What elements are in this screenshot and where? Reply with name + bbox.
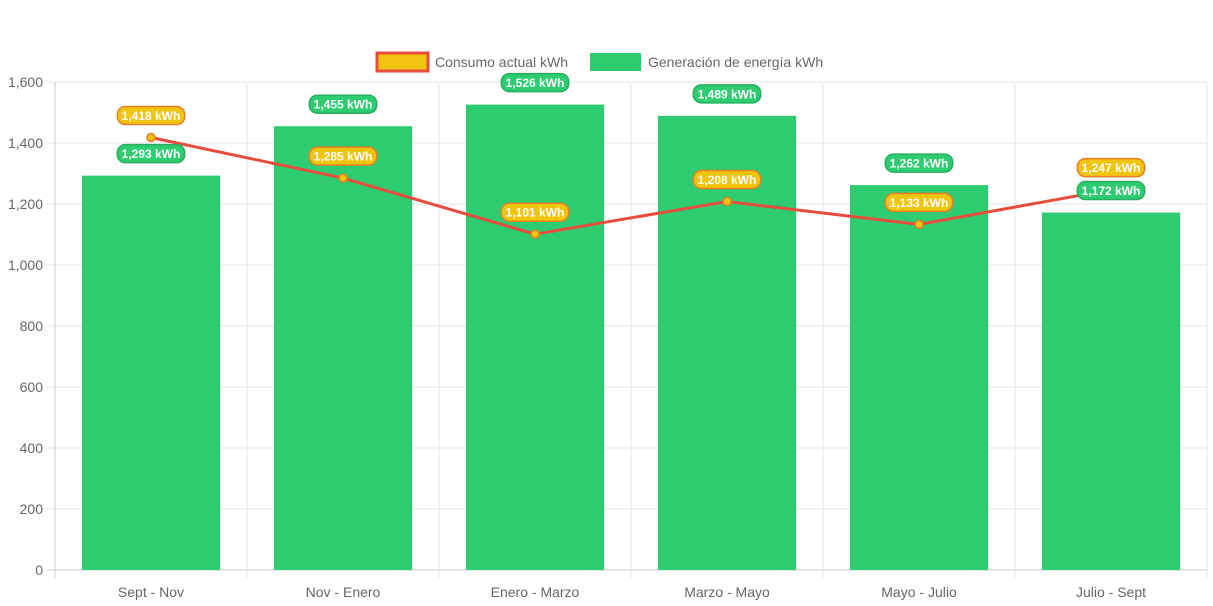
bar [273, 126, 413, 570]
y-tick-label: 600 [20, 379, 44, 395]
bar-data-label: 1,262 kWh [884, 153, 954, 173]
legend-label-generacion: Generación de energía kWh [648, 54, 823, 70]
x-tick-label: Marzo - Mayo [684, 584, 770, 600]
y-tick-label: 200 [20, 501, 44, 517]
y-tick-label: 800 [20, 318, 44, 334]
line-data-label: 1,133 kWh [884, 192, 954, 213]
bar-data-label: 1,489 kWh [692, 84, 762, 104]
bar [465, 104, 605, 570]
line-point [530, 229, 540, 239]
line-data-label: 1,285 kWh [308, 146, 378, 166]
legend-swatch-generacion [590, 53, 641, 71]
bar [657, 115, 797, 570]
series-line [150, 136, 1112, 236]
x-tick-label: Mayo - Julio [881, 584, 957, 600]
line-point [722, 196, 732, 207]
bar-data-label-text: 1,262 kWh [890, 157, 949, 171]
legend-label-consumo: Consumo actual kWh [435, 54, 568, 70]
line-data-label-bg [1076, 157, 1146, 178]
line-data-label-text: 1,208 kWh [698, 173, 757, 187]
y-tick-label: 1,000 [8, 257, 43, 273]
line-data-label-text: 1,418 kWh [122, 109, 181, 123]
line-data-label-text: 1,285 kWh [314, 150, 373, 164]
line-data-label: 1,101 kWh [500, 202, 570, 222]
bar [81, 175, 221, 570]
x-tick-label: Sept - Nov [118, 584, 184, 600]
y-axis-ticks: 0 200 400 600 800 1,000 1,200 1,400 1,600 [8, 74, 43, 578]
line-data-label-bg [500, 202, 570, 222]
bar-data-label-bg [1076, 180, 1146, 201]
bar-data-label-bg [884, 153, 954, 173]
line-data-label-text: 1,133 kWh [890, 196, 949, 210]
line-data-label: 1,418 kWh [116, 105, 186, 126]
line-point [914, 219, 924, 230]
y-tick-label: 1,400 [8, 135, 43, 151]
legend: Consumo actual kWh Generación de energía… [375, 51, 823, 73]
data-labels: 1,293 kWh 1,455 kWh 1,526 kWh 1,489 kWh 1,26… [116, 72, 1146, 222]
bar-data-label-text: 1,489 kWh [698, 87, 757, 101]
grid [47, 81, 1208, 578]
bars [81, 104, 1181, 571]
line-data-label-bg [116, 105, 186, 126]
bar-data-label-bg [116, 143, 186, 164]
bar-data-label: 1,455 kWh [308, 94, 378, 114]
x-tick-label: Nov - Enero [306, 584, 381, 600]
line-data-label-bg [692, 169, 762, 190]
bar [849, 185, 989, 570]
bar-data-label-text: 1,293 kWh [122, 147, 181, 161]
y-tick-label: 1,600 [8, 74, 43, 90]
y-tick-label: 1,200 [8, 196, 43, 212]
line-data-label-text: 1,101 kWh [506, 206, 565, 220]
line-data-label: 1,208 kWh [692, 169, 762, 190]
bar-data-label: 1,526 kWh [500, 72, 570, 93]
bar-data-label-text: 1,455 kWh [314, 98, 373, 112]
line-point [338, 173, 348, 183]
bar-data-label-text: 1,172 kWh [1082, 184, 1141, 198]
x-tick-label: Julio - Sept [1076, 584, 1146, 600]
bar-data-label-text: 1,526 kWh [506, 76, 565, 90]
bar-data-label: 1,293 kWh [116, 143, 186, 164]
line-data-label: 1,247 kWh [1076, 157, 1146, 178]
bar-data-label-bg [308, 94, 378, 114]
bar-data-label-bg [692, 84, 762, 104]
bar [1041, 212, 1181, 571]
x-axis-ticks: Sept - Nov Nov - Enero Enero - Marzo Marzo … [118, 584, 1146, 600]
line-data-label-text: 1,247 kWh [1082, 161, 1141, 175]
bar-data-label-bg [500, 72, 570, 93]
legend-swatch-consumo [375, 51, 430, 73]
line-data-label-bg [884, 192, 954, 213]
x-tick-label: Enero - Marzo [491, 584, 580, 600]
line-data-label-bg [308, 146, 378, 166]
y-tick-label: 400 [20, 440, 44, 456]
y-tick-label: 0 [35, 562, 43, 578]
line-point [146, 132, 156, 143]
bar-data-label: 1,172 kWh [1076, 180, 1146, 201]
